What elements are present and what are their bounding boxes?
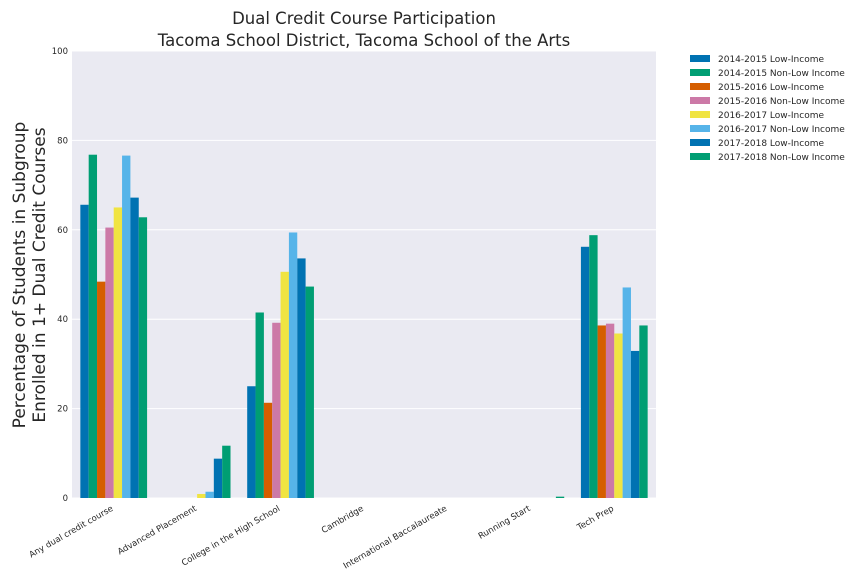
bar — [272, 322, 281, 498]
legend-label: 2017-2018 Non-Low Income — [718, 153, 845, 163]
y-tick-label: 0 — [63, 494, 68, 504]
x-tick-label: Advanced Placement — [116, 504, 199, 558]
bar — [197, 493, 206, 498]
bar — [305, 286, 314, 498]
bar — [205, 491, 214, 498]
y-tick-label: 40 — [57, 315, 68, 325]
bar — [138, 217, 148, 498]
bar — [614, 333, 623, 498]
bar — [297, 258, 306, 498]
bar — [263, 402, 273, 498]
legend-swatch — [690, 125, 710, 132]
bar — [105, 227, 114, 498]
legend-swatch — [690, 83, 710, 90]
legend-swatch — [690, 153, 710, 160]
bar — [622, 287, 631, 498]
bar — [589, 235, 598, 498]
bar — [280, 271, 289, 498]
bar — [130, 197, 139, 498]
legend-swatch — [690, 55, 710, 62]
bar — [555, 496, 565, 498]
bar — [247, 386, 256, 498]
y-tick-label: 60 — [57, 226, 68, 236]
y-tick-label: 100 — [52, 47, 68, 57]
y-axis-label-line1: Percentage of Students in Subgroup — [10, 122, 30, 429]
legend-label: 2016-2017 Non-Low Income — [718, 125, 845, 135]
x-tick-label: Tech Prep — [575, 504, 616, 533]
bar — [97, 281, 106, 498]
bar — [639, 325, 648, 498]
bar — [80, 204, 89, 498]
legend-swatch — [690, 97, 710, 104]
bar — [288, 232, 298, 498]
legend-label: 2014-2015 Low-Income — [718, 55, 824, 65]
bar — [255, 312, 264, 498]
bar — [113, 207, 123, 498]
legend-swatch — [690, 111, 710, 118]
x-tick-label: Running Start — [477, 504, 533, 542]
legend-label: 2014-2015 Non-Low Income — [718, 69, 845, 79]
bar — [222, 445, 231, 498]
legend-label: 2017-2018 Low-Income — [718, 139, 824, 149]
bar — [630, 350, 640, 498]
chart-title: Dual Credit Course Participation — [232, 9, 496, 28]
legend-label: 2015-2016 Low-Income — [718, 83, 824, 93]
y-axis-label-line2: Enrolled in 1+ Dual Credit Courses — [30, 127, 50, 422]
plot-area — [72, 51, 656, 498]
bar — [597, 325, 606, 498]
bar — [580, 246, 590, 498]
y-tick-label: 20 — [57, 405, 68, 415]
legend-label: 2015-2016 Non-Low Income — [718, 97, 845, 107]
x-tick-label: Any dual credit course — [28, 504, 116, 560]
chart-subtitle: Tacoma School District, Tacoma School of… — [157, 31, 571, 50]
legend-swatch — [690, 69, 710, 76]
bar — [605, 323, 615, 498]
bars — [80, 154, 648, 499]
legend: 2014-2015 Low-Income 2014-2015 Non-Low In… — [690, 55, 845, 163]
y-tick-label: 80 — [57, 136, 68, 146]
bar — [122, 155, 131, 498]
legend-swatch — [690, 139, 710, 146]
bar — [213, 458, 223, 498]
x-axis-ticks: Any dual credit course Advanced Placement… — [28, 504, 616, 572]
x-tick-label: Cambridge — [320, 504, 365, 536]
bar — [88, 154, 98, 499]
y-axis-ticks: 0 20 40 60 80 100 — [52, 47, 68, 504]
legend-label: 2016-2017 Low-Income — [718, 111, 824, 121]
